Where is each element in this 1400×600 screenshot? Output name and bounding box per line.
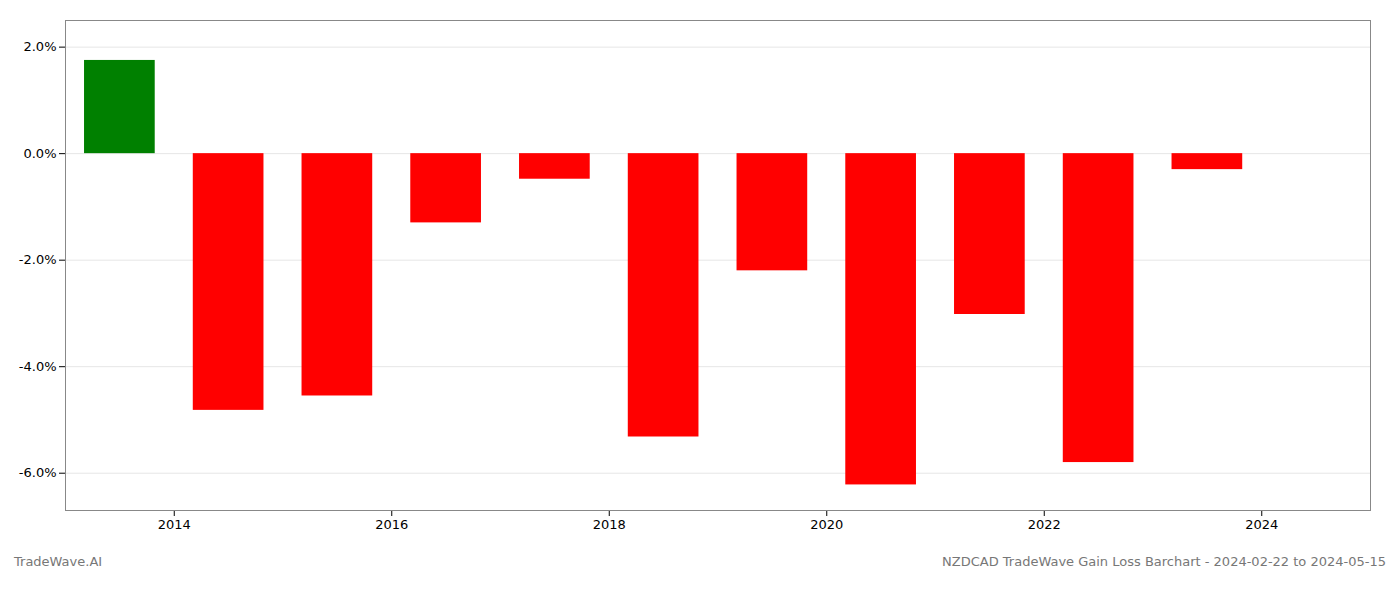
svg-text:2024: 2024	[1245, 517, 1278, 532]
svg-text:-6.0%: -6.0%	[19, 465, 57, 480]
svg-text:-2.0%: -2.0%	[19, 252, 57, 267]
svg-text:2018: 2018	[593, 517, 626, 532]
svg-text:2016: 2016	[375, 517, 408, 532]
html-text:NZDCAD TradeWave Gain Loss Bar: NZDCAD TradeWave Gain Loss Barchart - 20…	[942, 554, 1386, 569]
svg-text:2022: 2022	[1028, 517, 1061, 532]
html-text:TradeWave.AI: TradeWave.AI	[14, 554, 103, 569]
svg-text:2014: 2014	[158, 517, 191, 532]
svg-text:2020: 2020	[810, 517, 843, 532]
svg-text:0.0%: 0.0%	[23, 146, 56, 161]
svg-text:-4.0%: -4.0%	[19, 359, 57, 374]
svg-text:2.0%: 2.0%	[23, 39, 56, 54]
